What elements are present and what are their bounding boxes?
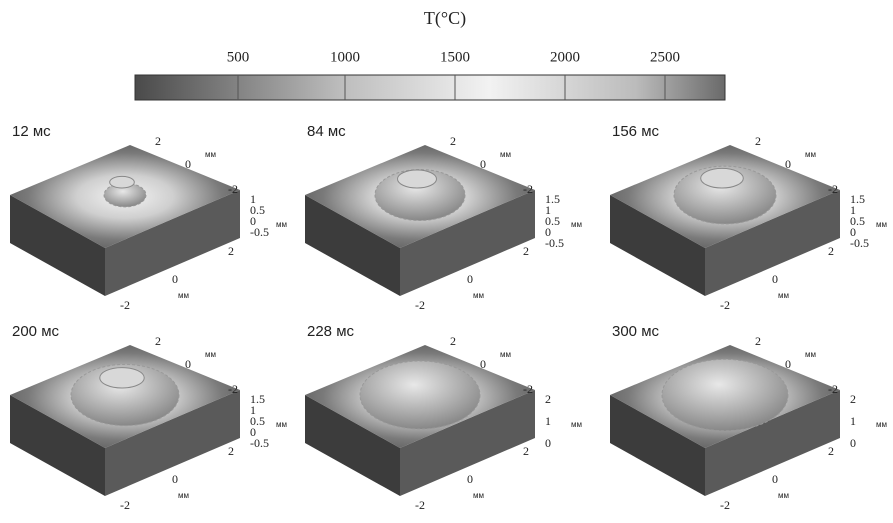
colorbar-tick-label: 500 [227,49,250,65]
y-unit: мм [205,350,216,359]
y-tick-label: 0 [480,157,486,171]
x-tick-label: 0 [467,272,473,286]
x-unit: мм [778,491,789,500]
melt-pool [360,361,480,429]
z-tick-label: 0 [545,436,551,450]
panel-label: 156 мс [612,123,660,140]
z-tick-label: 2 [545,392,551,406]
z-unit: мм [276,220,287,229]
x-tick-label: 0 [467,472,473,486]
x-tick-label: -2 [415,298,425,312]
y-tick-label: 0 [185,157,191,171]
z-tick-label: -0.5 [850,236,869,250]
x-tick-label: 2 [523,244,529,258]
dome-crater [398,170,437,188]
y-unit: мм [805,350,816,359]
x-tick-label: -2 [720,298,730,312]
melt-pool [662,359,788,430]
figure: T(°C) 500100015002000250012 мс20-2мм10.5… [0,0,893,523]
panel-label: 300 мс [612,323,660,340]
x-tick-label: 2 [828,244,834,258]
z-tick-label: 0 [850,436,856,450]
y-tick-label: -2 [523,382,533,396]
z-tick-label: -0.5 [250,225,269,239]
y-unit: мм [500,350,511,359]
x-tick-label: -2 [720,498,730,512]
dome-crater [701,168,744,188]
colorbar-tick-label: 2000 [550,49,580,65]
dome-crater [100,368,144,388]
x-tick-label: -2 [120,298,130,312]
y-tick-label: 0 [785,357,791,371]
z-tick-label: -0.5 [545,236,564,250]
z-unit: мм [276,420,287,429]
x-tick-label: 2 [228,244,234,258]
y-tick-label: 2 [755,134,761,148]
colorbar-tick-label: 1500 [440,49,470,65]
panel-label: 12 мс [12,123,51,140]
x-tick-label: 2 [228,444,234,458]
x-tick-label: 0 [772,472,778,486]
x-tick-label: 0 [172,272,178,286]
x-tick-label: 0 [772,272,778,286]
y-unit: мм [805,150,816,159]
panel-label: 200 мс [12,323,60,340]
y-tick-label: 0 [785,157,791,171]
panel-label: 228 мс [307,323,355,340]
dome-crater [110,176,135,188]
y-tick-label: 2 [155,134,161,148]
z-tick-label: 1 [850,414,856,428]
z-unit: мм [571,220,582,229]
x-tick-label: 2 [828,444,834,458]
panel: 84 мс20-2мм1.510.50-0.5мм20-2мм [305,123,582,312]
colorbar-tick-label: 1000 [330,49,360,65]
colorbar-title: T(°C) [424,8,466,29]
y-tick-label: -2 [228,182,238,196]
y-tick-label: 2 [155,334,161,348]
y-unit: мм [205,150,216,159]
x-tick-label: 0 [172,472,178,486]
y-tick-label: -2 [523,182,533,196]
y-tick-label: 2 [450,334,456,348]
colorbar-tick-label: 2500 [650,49,680,65]
x-unit: мм [178,291,189,300]
z-unit: мм [876,220,887,229]
x-unit: мм [473,291,484,300]
y-tick-label: 2 [755,334,761,348]
z-unit: мм [571,420,582,429]
z-tick-label: 2 [850,392,856,406]
z-tick-label: 1 [545,414,551,428]
y-unit: мм [500,150,511,159]
y-tick-label: 0 [480,357,486,371]
x-tick-label: -2 [120,498,130,512]
z-tick-label: -0.5 [250,436,269,450]
y-tick-label: 0 [185,357,191,371]
y-tick-label: -2 [828,182,838,196]
panel-label: 84 мс [307,123,346,140]
x-tick-label: -2 [415,498,425,512]
x-tick-label: 2 [523,444,529,458]
x-unit: мм [778,291,789,300]
colorbar [135,75,725,100]
z-unit: мм [876,420,887,429]
y-tick-label: -2 [228,382,238,396]
y-tick-label: -2 [828,382,838,396]
panel: 12 мс20-2мм10.50-0.5мм20-2мм [10,123,287,312]
x-unit: мм [473,491,484,500]
x-unit: мм [178,491,189,500]
y-tick-label: 2 [450,134,456,148]
